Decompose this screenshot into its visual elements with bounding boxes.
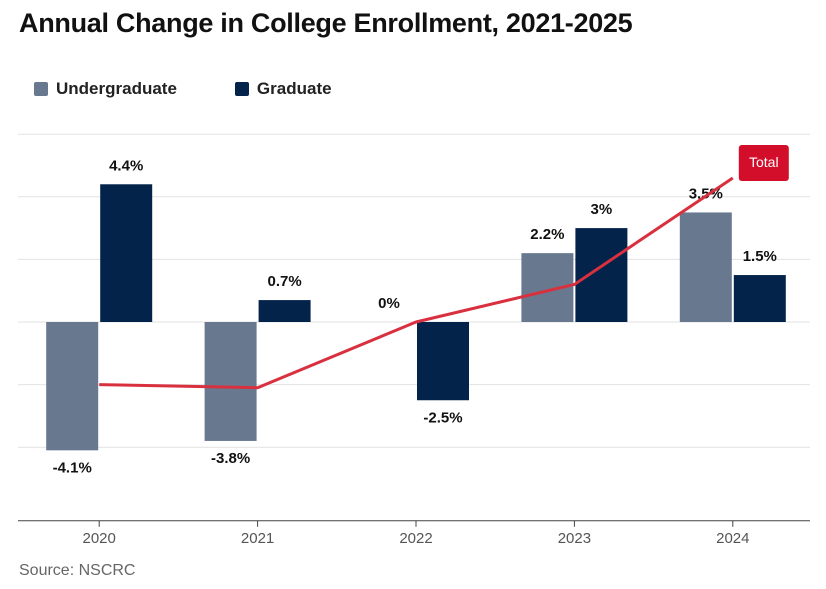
total-label: Total bbox=[749, 154, 779, 170]
legend: Undergraduate Graduate bbox=[34, 79, 390, 99]
x-tick-label-2021: 2021 bbox=[241, 530, 274, 547]
bar-undergraduate-2021 bbox=[204, 322, 257, 441]
x-tick-label-2020: 2020 bbox=[83, 530, 116, 547]
bar-graduate-2022 bbox=[417, 322, 469, 401]
legend-label-undergraduate: Undergraduate bbox=[56, 79, 177, 98]
data-label-extra-2022: 0% bbox=[378, 295, 400, 312]
legend-label-graduate: Graduate bbox=[256, 79, 332, 98]
legend-item-undergraduate: Undergraduate bbox=[34, 79, 177, 99]
x-tick-label-2022: 2022 bbox=[399, 530, 432, 547]
legend-swatch-graduate bbox=[234, 82, 249, 96]
data-label-undergraduate-2023: 2.2% bbox=[530, 226, 564, 243]
chart-title: Annual Change in College Enrollment, 202… bbox=[19, 8, 633, 38]
bar-graduate-2024 bbox=[733, 275, 786, 322]
total-line bbox=[99, 176, 734, 390]
legend-swatch-undergraduate bbox=[34, 82, 48, 96]
bar-graduate-2020 bbox=[100, 184, 153, 322]
bar-undergraduate-2024 bbox=[679, 212, 732, 322]
total-label-box bbox=[738, 145, 789, 182]
legend-item-graduate: Graduate bbox=[234, 79, 332, 99]
bar-undergraduate-2020 bbox=[46, 322, 99, 451]
data-label-graduate-2021: 0.7% bbox=[267, 273, 301, 290]
data-label-undergraduate-2021: -3.8% bbox=[211, 450, 250, 467]
bar-graduate-2023 bbox=[575, 228, 628, 322]
bar-graduate-2021 bbox=[258, 300, 311, 322]
data-label-graduate-2022: -2.5% bbox=[423, 409, 462, 426]
source-note: Source: NSCRC bbox=[19, 562, 136, 579]
data-label-graduate-2023: 3% bbox=[591, 201, 613, 218]
data-label-graduate-2024: 1.5% bbox=[743, 248, 777, 265]
data-label-graduate-2020: 4.4% bbox=[109, 157, 143, 174]
data-label-undergraduate-2020: -4.1% bbox=[53, 459, 92, 476]
x-tick-label-2024: 2024 bbox=[716, 530, 749, 547]
x-tick-label-2023: 2023 bbox=[558, 530, 591, 547]
